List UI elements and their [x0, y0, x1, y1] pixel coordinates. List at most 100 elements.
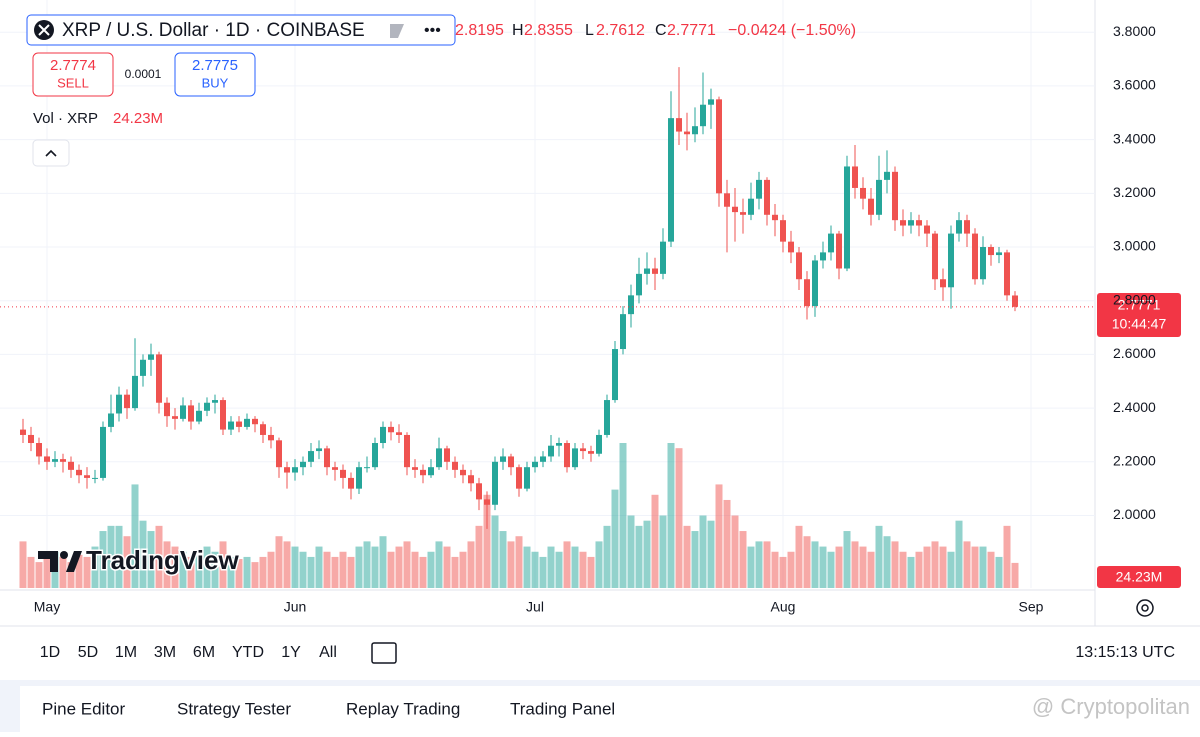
- volume-bar: [131, 484, 139, 588]
- candle-body: [612, 349, 618, 401]
- candle-body: [980, 247, 986, 280]
- candle-body: [468, 475, 474, 484]
- range-button[interactable]: All: [319, 644, 337, 661]
- range-button[interactable]: 3M: [154, 644, 176, 661]
- tab[interactable]: Replay Trading: [346, 699, 460, 718]
- candle-body: [500, 456, 506, 462]
- candle-body: [948, 233, 954, 288]
- range-button[interactable]: 5D: [78, 644, 98, 661]
- volume-bar: [195, 551, 203, 588]
- volume-bar: [851, 541, 859, 588]
- date-range-icon[interactable]: [371, 642, 397, 664]
- volume-bar: [27, 556, 35, 588]
- candle-body: [900, 220, 906, 226]
- volume-bar: [843, 531, 851, 588]
- symbol-title: XRP / U.S. Dollar · 1D · COINBASE: [62, 20, 365, 41]
- range-button[interactable]: 1D: [40, 644, 60, 661]
- range-button[interactable]: 1M: [115, 644, 137, 661]
- settings-icon[interactable]: [1136, 599, 1154, 617]
- tab[interactable]: Trading Panel: [510, 699, 615, 718]
- candle-body: [492, 461, 498, 505]
- volume-bar: [971, 546, 979, 588]
- candle-body: [1012, 295, 1018, 307]
- range-button[interactable]: 6M: [193, 644, 215, 661]
- volume-bar: [547, 546, 555, 588]
- candle-body: [436, 448, 442, 468]
- volume-bar: [387, 551, 395, 588]
- volume-bar: [179, 551, 187, 588]
- candle-body: [860, 187, 866, 199]
- flag-icon: [390, 24, 404, 38]
- candle-body: [164, 402, 170, 417]
- candle-body: [940, 279, 946, 288]
- volume-bar: [555, 551, 563, 588]
- candle-body: [220, 400, 226, 430]
- volume-bar: [827, 551, 835, 588]
- candle-body: [108, 413, 114, 427]
- volume-bar: [19, 541, 27, 588]
- volume-bar: [955, 520, 963, 588]
- volume-bar: [91, 546, 99, 588]
- candle-body: [740, 212, 746, 215]
- candle-body: [684, 131, 690, 135]
- volume-bar: [811, 541, 819, 588]
- volume-bar: [219, 541, 227, 588]
- volume-bar: [339, 551, 347, 588]
- candle-body: [228, 421, 234, 430]
- candle-body: [852, 166, 858, 188]
- high-value: 2.8355: [524, 22, 573, 39]
- countdown: 10:44:47: [1112, 316, 1167, 332]
- volume-bar: [235, 559, 243, 588]
- volume-bar: [507, 541, 515, 588]
- more-icon[interactable]: •••: [424, 22, 441, 39]
- candle-body: [628, 295, 634, 315]
- sell-button[interactable]: [32, 52, 114, 97]
- candle-body: [76, 469, 82, 476]
- x-tick-label: May: [34, 599, 60, 615]
- tab[interactable]: Strategy Tester: [177, 699, 291, 718]
- y-tick-label: 2.0000: [1113, 506, 1156, 522]
- volume-bar: [723, 499, 731, 588]
- volume-bar: [139, 520, 147, 588]
- y-tick-label: 2.6000: [1113, 345, 1156, 361]
- volume-bar: [627, 515, 635, 588]
- volume-bar: [595, 541, 603, 588]
- candle-body: [508, 456, 514, 468]
- collapse-button[interactable]: [32, 139, 70, 167]
- candle-body: [572, 448, 578, 468]
- candle-body: [236, 421, 242, 427]
- volume-bar: [939, 546, 947, 588]
- symbol-icon-x: [38, 24, 50, 36]
- volume-bar: [147, 531, 155, 588]
- tab[interactable]: Pine Editor: [42, 699, 125, 718]
- candle-body: [588, 451, 594, 454]
- volume-bar: [683, 525, 691, 588]
- symbol-box[interactable]: [26, 14, 456, 46]
- volume-bar: [731, 515, 739, 588]
- volume-bar: [315, 546, 323, 588]
- candle-body: [692, 126, 698, 135]
- volume-bar: [891, 541, 899, 588]
- high-label: H: [512, 22, 524, 39]
- candle-body: [516, 467, 522, 489]
- volume-bar: [995, 556, 1003, 588]
- candle-body: [300, 461, 306, 468]
- volume-bar: [227, 556, 235, 588]
- volume-bar: [107, 525, 115, 588]
- candle-body: [996, 252, 1002, 256]
- candle-body: [732, 206, 738, 213]
- range-button[interactable]: 1Y: [281, 644, 301, 661]
- buy-button[interactable]: [174, 52, 256, 97]
- candle-body: [660, 241, 666, 274]
- watermark: @ Cryptopolitan: [1032, 694, 1190, 719]
- candle-body: [820, 252, 826, 261]
- change: −0.0424 (−1.50%): [728, 22, 856, 39]
- x-tick-label: Sep: [1019, 599, 1044, 615]
- caret-icon: [45, 149, 57, 157]
- candle-body: [388, 426, 394, 433]
- volume-bar: [763, 541, 771, 588]
- last-price-tag: [1097, 293, 1181, 337]
- candle-body: [268, 434, 274, 441]
- candle-body: [284, 467, 290, 473]
- range-button[interactable]: YTD: [232, 644, 264, 661]
